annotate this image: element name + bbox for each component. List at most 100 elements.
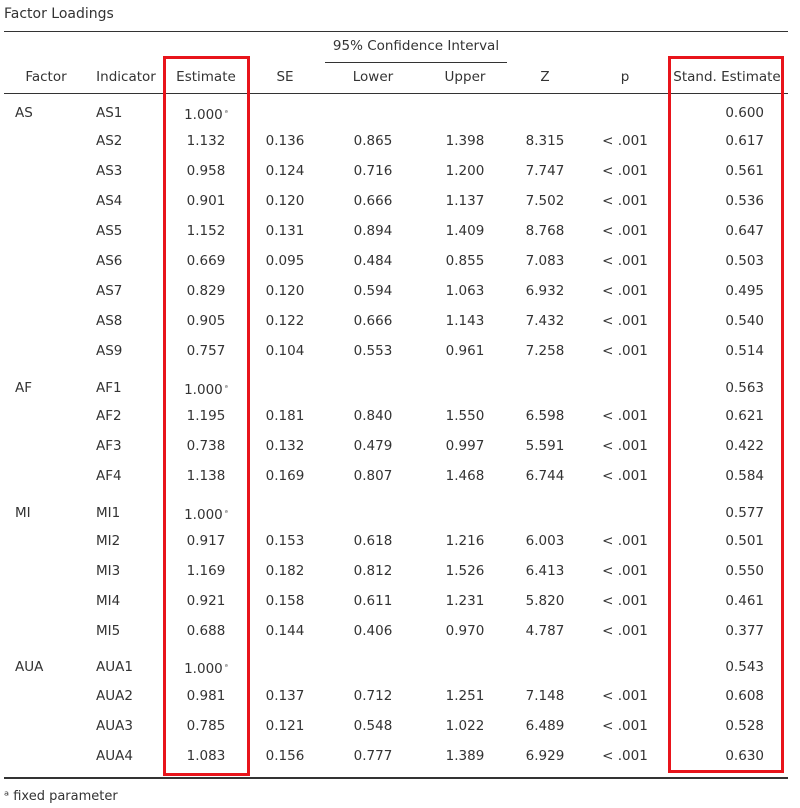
upper-cell: 1.389 [445, 748, 485, 764]
p-cell: < .001 [602, 193, 648, 209]
stand-estimate-cell: 0.630 [725, 748, 764, 764]
stand-estimate-cell: 0.422 [725, 438, 764, 454]
p-cell: < .001 [602, 283, 648, 299]
header-se: SE [276, 69, 294, 85]
z-cell: 6.744 [525, 468, 565, 484]
p-cell: < .001 [602, 408, 648, 424]
se-cell: 0.120 [265, 193, 305, 209]
z-cell: 6.003 [525, 533, 565, 549]
upper-cell: 0.961 [445, 343, 485, 359]
z-cell: 6.598 [525, 408, 565, 424]
upper-cell: 1.143 [445, 313, 485, 329]
indicator-cell: AF4 [96, 468, 122, 484]
stand-estimate-cell: 0.543 [725, 659, 764, 675]
ci-group-label: 95% Confidence Interval [332, 38, 500, 54]
z-cell: 7.083 [525, 253, 565, 269]
p-cell: < .001 [602, 223, 648, 239]
header-z: Z [540, 69, 550, 85]
stand-estimate-cell: 0.514 [725, 343, 764, 359]
indicator-cell: AS9 [96, 343, 123, 359]
z-cell: 7.747 [525, 163, 565, 179]
fixed-parameter-marker: ᵃ [224, 662, 228, 671]
p-cell: < .001 [602, 253, 648, 269]
estimate-cell: 0.981 [186, 688, 226, 704]
se-cell: 0.122 [265, 313, 305, 329]
estimate-cell: 0.688 [186, 623, 226, 639]
se-cell: 0.156 [265, 748, 305, 764]
stand-estimate-cell: 0.503 [725, 253, 764, 269]
se-cell: 0.144 [265, 623, 305, 639]
p-cell: < .001 [602, 533, 648, 549]
lower-cell: 0.594 [353, 283, 393, 299]
indicator-cell: AS8 [96, 313, 123, 329]
stand-estimate-cell: 0.495 [725, 283, 764, 299]
estimate-cell: 1.000 ᵃ [184, 661, 228, 677]
estimate-cell: 1.000 ᵃ [184, 507, 228, 523]
indicator-cell: MI5 [96, 623, 121, 639]
lower-cell: 0.618 [353, 533, 393, 549]
estimate-cell: 1.138 [186, 468, 226, 484]
upper-cell: 1.022 [445, 718, 485, 734]
stand-estimate-cell: 0.561 [725, 163, 764, 179]
p-cell: < .001 [602, 133, 648, 149]
z-cell: 6.929 [525, 748, 565, 764]
factor-cell: AF [15, 380, 33, 396]
z-cell: 8.768 [525, 223, 565, 239]
p-cell: < .001 [602, 343, 648, 359]
lower-cell: 0.479 [353, 438, 393, 454]
z-cell: 7.432 [525, 313, 565, 329]
z-cell: 8.315 [525, 133, 565, 149]
table-title: Factor Loadings [4, 6, 114, 22]
stand-estimate-cell: 0.647 [725, 223, 764, 239]
p-cell: < .001 [602, 718, 648, 734]
header-factor: Factor [25, 69, 67, 85]
se-cell: 0.182 [265, 563, 305, 579]
estimate-cell: 1.000 ᵃ [184, 382, 228, 398]
factor-cell: AS [15, 105, 33, 121]
stand-estimate-cell: 0.584 [725, 468, 764, 484]
lower-cell: 0.865 [353, 133, 393, 149]
se-cell: 0.137 [265, 688, 305, 704]
lower-cell: 0.553 [353, 343, 393, 359]
indicator-cell: AUA3 [96, 718, 133, 734]
upper-cell: 0.997 [445, 438, 485, 454]
upper-cell: 0.855 [445, 253, 485, 269]
se-cell: 0.169 [265, 468, 305, 484]
se-cell: 0.153 [265, 533, 305, 549]
upper-cell: 1.398 [445, 133, 485, 149]
lower-cell: 0.716 [353, 163, 393, 179]
se-cell: 0.158 [265, 593, 305, 609]
z-cell: 7.502 [525, 193, 565, 209]
se-cell: 0.124 [265, 163, 305, 179]
stand-estimate-cell: 0.563 [725, 380, 764, 396]
z-cell: 4.787 [525, 623, 565, 639]
lower-cell: 0.484 [353, 253, 393, 269]
p-cell: < .001 [602, 313, 648, 329]
estimate-cell: 0.917 [186, 533, 226, 549]
se-cell: 0.104 [265, 343, 305, 359]
ci-group-underline [325, 62, 507, 63]
header-upper: Upper [444, 69, 486, 85]
se-cell: 0.136 [265, 133, 305, 149]
estimate-cell: 1.152 [186, 223, 226, 239]
lower-cell: 0.894 [353, 223, 393, 239]
header-rule [4, 93, 788, 94]
upper-cell: 1.231 [445, 593, 485, 609]
stand-estimate-cell: 0.577 [725, 505, 764, 521]
estimate-cell: 0.785 [186, 718, 226, 734]
estimate-cell: 0.738 [186, 438, 226, 454]
indicator-cell: MI2 [96, 533, 121, 549]
z-cell: 6.413 [525, 563, 565, 579]
estimate-cell: 1.000 ᵃ [184, 107, 228, 123]
lower-cell: 0.812 [353, 563, 393, 579]
indicator-cell: AS5 [96, 223, 123, 239]
stand-estimate-cell: 0.617 [725, 133, 764, 149]
z-cell: 6.932 [525, 283, 565, 299]
stand-estimate-cell: 0.461 [725, 593, 764, 609]
stand-estimate-highlight-box [668, 56, 784, 773]
indicator-cell: AS4 [96, 193, 123, 209]
stand-estimate-cell: 0.550 [725, 563, 764, 579]
lower-cell: 0.807 [353, 468, 393, 484]
indicator-cell: AS2 [96, 133, 123, 149]
indicator-cell: AF3 [96, 438, 122, 454]
